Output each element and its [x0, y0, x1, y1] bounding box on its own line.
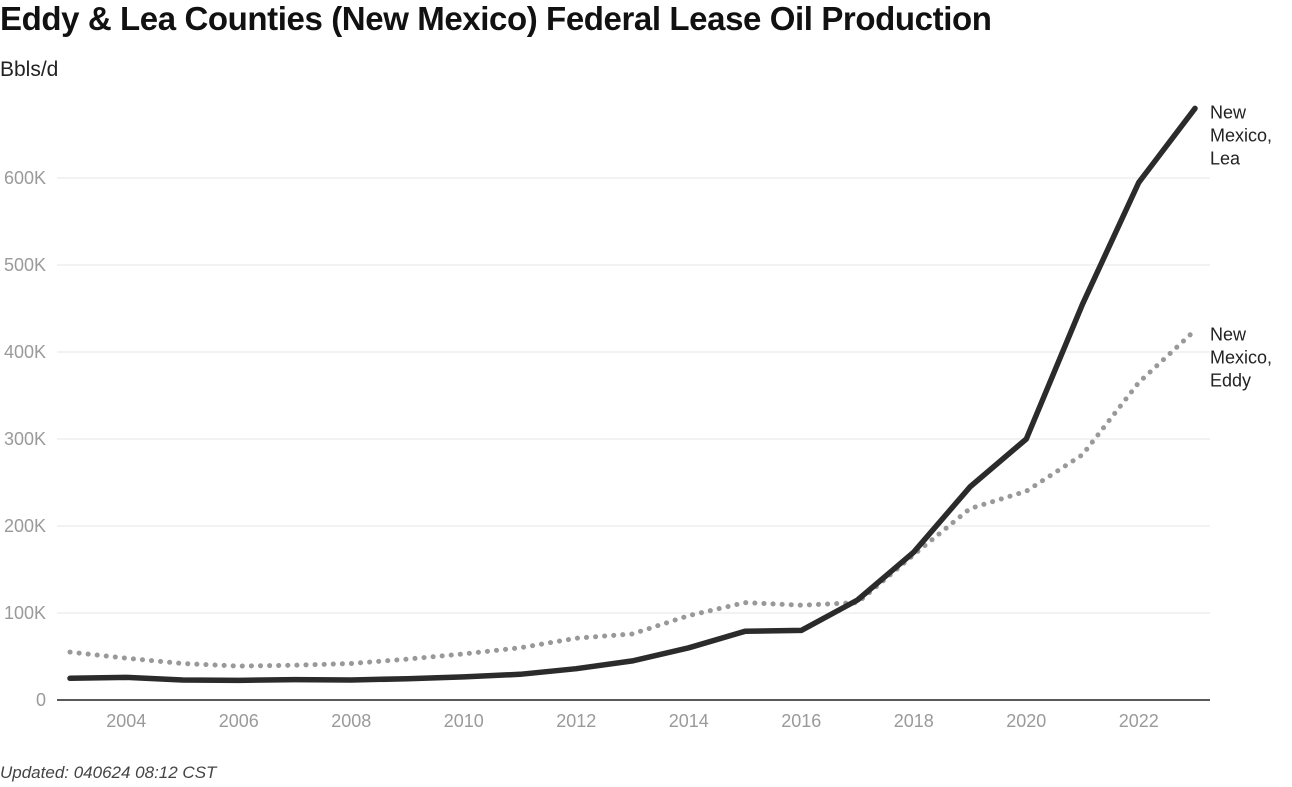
- series-label-line: Lea: [1210, 148, 1241, 168]
- y-tick-label: 200K: [4, 516, 46, 536]
- x-tick-label: 2018: [894, 711, 934, 731]
- x-tick-label: 2022: [1119, 711, 1159, 731]
- x-axis-ticks: 2004 2006 2008 2010 2012 2014 2016 2018 2020 2022: [106, 711, 1159, 731]
- y-tick-label: 500K: [4, 255, 46, 275]
- series-line-new-mexico-lea: [67, 105, 1198, 684]
- chart-title: Eddy & Lea Counties (New Mexico) Federal…: [0, 0, 992, 37]
- series-lines: [67, 105, 1198, 684]
- x-tick-label: 2020: [1006, 711, 1046, 731]
- y-axis-ticks: 0 100K 200K 300K 400K 500K 600K: [4, 168, 46, 710]
- series-label-new-mexico-eddy: New Mexico, Eddy: [1210, 324, 1272, 390]
- series-label-new-mexico-lea: New Mexico, Lea: [1210, 102, 1272, 168]
- x-tick-label: 2012: [556, 711, 596, 731]
- series-line-new-mexico-eddy: [67, 327, 1198, 669]
- x-tick-label: 2014: [669, 711, 709, 731]
- y-tick-label: 600K: [4, 168, 46, 188]
- series-label-line: New: [1210, 102, 1247, 122]
- x-tick-label: 2010: [444, 711, 484, 731]
- x-tick-label: 2008: [331, 711, 371, 731]
- series-label-line: New: [1210, 324, 1247, 344]
- x-tick-label: 2006: [219, 711, 259, 731]
- y-tick-label: 400K: [4, 342, 46, 362]
- y-tick-label: 100K: [4, 603, 46, 623]
- x-tick-label: 2016: [781, 711, 821, 731]
- y-axis-unit-label: Bbls/d: [0, 58, 59, 81]
- y-tick-label: 0: [36, 690, 46, 710]
- series-labels: New Mexico, Eddy New Mexico, Lea: [1210, 102, 1272, 390]
- updated-timestamp: Updated: 040624 08:12 CST: [0, 763, 217, 782]
- series-label-line: Mexico,: [1210, 347, 1272, 367]
- y-tick-label: 300K: [4, 429, 46, 449]
- gridlines: [57, 177, 1210, 614]
- series-label-line: Mexico,: [1210, 125, 1272, 145]
- x-tick-label: 2004: [106, 711, 146, 731]
- series-label-line: Eddy: [1210, 370, 1251, 390]
